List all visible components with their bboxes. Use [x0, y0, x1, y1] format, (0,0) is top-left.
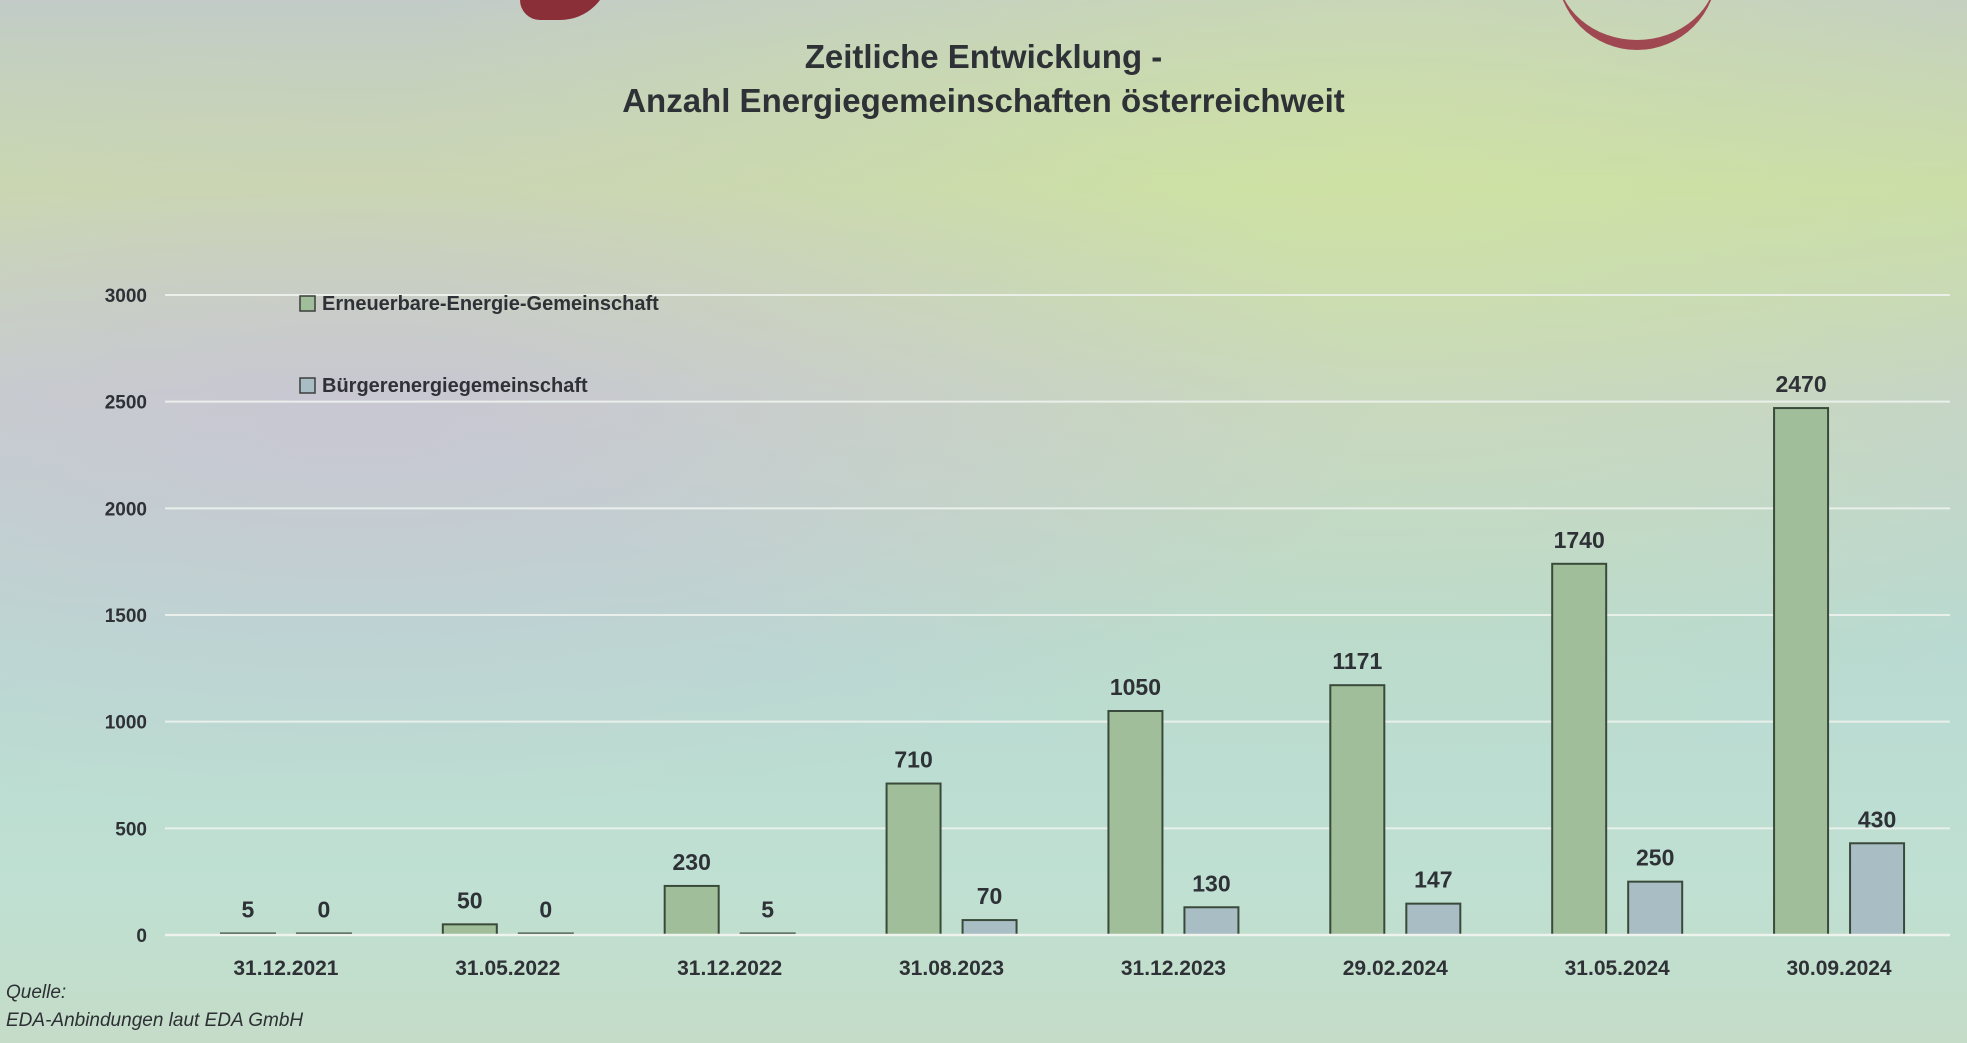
data-label: 5	[761, 897, 774, 923]
chart-title-line-1: Zeitliche Entwicklung -	[804, 38, 1163, 75]
logo-arc	[1557, 0, 1717, 50]
y-tick-label: 1000	[105, 713, 147, 734]
data-label: 710	[894, 747, 932, 773]
legend-swatch	[299, 377, 316, 394]
legend-swatch	[299, 295, 316, 312]
x-tick-label: 31.12.2022	[677, 957, 782, 980]
data-label: 50	[457, 887, 483, 913]
y-tick-label: 500	[115, 819, 147, 840]
bar	[1107, 710, 1164, 936]
data-label: 1050	[1110, 674, 1161, 700]
x-tick-label: 31.12.2021	[233, 957, 338, 980]
bar	[663, 884, 720, 937]
bar	[1627, 880, 1684, 937]
bar	[1849, 842, 1906, 936]
y-tick-label: 2500	[105, 393, 147, 414]
bar	[961, 919, 1018, 936]
chart-title-line-2: Anzahl Energiegemeinschaften österreichw…	[622, 82, 1345, 119]
bar	[1773, 407, 1830, 937]
x-tick-label: 31.12.2023	[1121, 957, 1226, 980]
bar	[1329, 684, 1386, 936]
data-label: 130	[1192, 870, 1230, 896]
data-label: 1740	[1554, 527, 1605, 553]
y-tick-label: 2000	[105, 499, 147, 520]
y-tick-label: 3000	[105, 286, 147, 307]
y-tick-label: 1500	[105, 606, 147, 627]
data-label: 0	[539, 897, 552, 923]
data-label: 250	[1636, 845, 1674, 871]
legend-label: Bürgerenergiegemeinschaft	[322, 375, 588, 397]
source-label: Quelle:	[6, 982, 67, 1003]
source-text: EDA-Anbindungen laut EDA GmbH	[6, 1010, 304, 1031]
x-tick-label: 29.02.2024	[1343, 957, 1448, 980]
data-label: 430	[1858, 806, 1896, 832]
x-tick-label: 31.05.2022	[455, 957, 560, 980]
data-label: 2470	[1775, 371, 1826, 397]
bar	[885, 782, 942, 936]
data-label: 1171	[1332, 648, 1382, 674]
x-tick-label: 30.09.2024	[1787, 957, 1892, 980]
y-tick-label: 0	[136, 926, 147, 947]
bar	[441, 923, 498, 936]
legend-label: Erneuerbare-Energie-Gemeinschaft	[322, 293, 659, 315]
data-label: 5	[242, 897, 255, 923]
x-tick-label: 31.08.2023	[899, 957, 1004, 980]
data-label: 230	[673, 849, 711, 875]
bar	[1405, 902, 1462, 937]
data-label: 147	[1414, 867, 1452, 893]
bar	[1551, 562, 1608, 936]
x-tick-label: 31.05.2024	[1565, 957, 1670, 980]
data-label: 0	[318, 897, 331, 923]
bar	[1183, 906, 1240, 936]
data-label: 70	[977, 883, 1003, 909]
